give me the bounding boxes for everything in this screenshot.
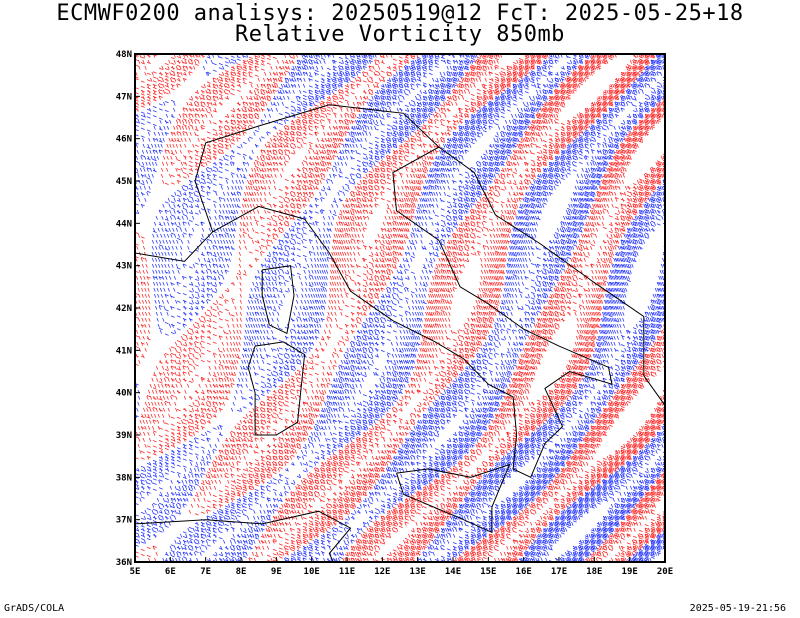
map-subtitle: Relative Vorticity 850mb xyxy=(235,22,565,47)
lat-tick-label: 44N xyxy=(116,219,132,229)
lat-tick-label: 40N xyxy=(116,389,132,399)
lat-tick-label: 41N xyxy=(116,346,132,356)
vorticity-field xyxy=(135,54,665,562)
lat-tick-label: 36N xyxy=(116,558,132,568)
lat-tick-label: 47N xyxy=(116,92,132,102)
lat-tick-label: 39N xyxy=(116,431,132,441)
lon-tick-label: 19E xyxy=(622,567,638,577)
lat-tick-label: 48N xyxy=(116,50,132,60)
negative-vorticity-contour xyxy=(135,54,665,562)
lat-tick-label: 46N xyxy=(116,135,132,145)
negative-vorticity-contour xyxy=(135,54,665,562)
lon-tick-label: 11E xyxy=(339,567,355,577)
lon-tick-label: 14E xyxy=(445,567,461,577)
lon-tick-label: 16E xyxy=(516,567,532,577)
lon-tick-label: 17E xyxy=(551,567,567,577)
coastline xyxy=(135,231,214,262)
lon-tick-label: 12E xyxy=(374,567,390,577)
coastline xyxy=(194,104,613,478)
lon-tick-label: 7E xyxy=(200,567,211,577)
footer-timestamp: 2025-05-19-21:56 xyxy=(689,603,786,614)
negative-vorticity-contour xyxy=(135,54,665,562)
lat-tick-label: 42N xyxy=(116,304,132,314)
lat-tick-label: 45N xyxy=(116,177,132,187)
positive-vorticity-contour xyxy=(135,54,665,562)
negative-vorticity-contour xyxy=(135,54,665,562)
coastline-layer xyxy=(135,104,665,562)
lon-tick-label: 6E xyxy=(165,567,176,577)
lon-tick-label: 13E xyxy=(410,567,426,577)
coastline xyxy=(438,146,665,406)
coastline xyxy=(396,463,511,534)
negative-vorticity-contour xyxy=(373,82,665,562)
lat-tick-label: 37N xyxy=(116,516,132,526)
positive-vorticity-contour xyxy=(319,54,665,562)
coastline xyxy=(135,510,352,562)
positive-vorticity-contour xyxy=(135,54,665,562)
negative-vorticity-contour xyxy=(135,54,665,562)
lon-tick-label: 18E xyxy=(586,567,602,577)
lon-tick-label: 15E xyxy=(480,567,496,577)
negative-vorticity-contour xyxy=(331,54,665,562)
lat-tick-label: 43N xyxy=(116,262,132,272)
positive-vorticity-contour xyxy=(135,54,665,562)
lon-tick-label: 5E xyxy=(130,567,141,577)
negative-vorticity-contour xyxy=(135,54,665,562)
negative-vorticity-contour xyxy=(135,54,665,562)
positive-vorticity-contour xyxy=(144,54,665,562)
lon-tick-label: 20E xyxy=(657,567,673,577)
latitude-axis: 48N 47N 46N 45N 44N 43N 42N 41N 40N 39N 38N 37N 36N xyxy=(116,50,140,568)
positive-vorticity-contour xyxy=(253,54,665,562)
coastline xyxy=(247,341,306,436)
footer-credit: GrADS/COLA xyxy=(4,603,65,614)
coastline xyxy=(261,265,295,335)
positive-vorticity-contour xyxy=(135,54,665,562)
lon-tick-label: 10E xyxy=(304,567,320,577)
map-title: ECMWF0200 analisys: 20250519@12 FcT: 202… xyxy=(56,1,744,26)
longitude-axis: 5E 6E 7E 8E 9E 10E 11E 12E 13E 14E 15E 16E 17E 18E 19E… xyxy=(130,557,673,577)
positive-vorticity-contour xyxy=(183,54,665,562)
lon-tick-label: 9E xyxy=(271,567,282,577)
lat-tick-label: 38N xyxy=(116,473,132,483)
negative-vorticity-contour xyxy=(276,54,665,562)
lon-tick-label: 8E xyxy=(236,567,247,577)
